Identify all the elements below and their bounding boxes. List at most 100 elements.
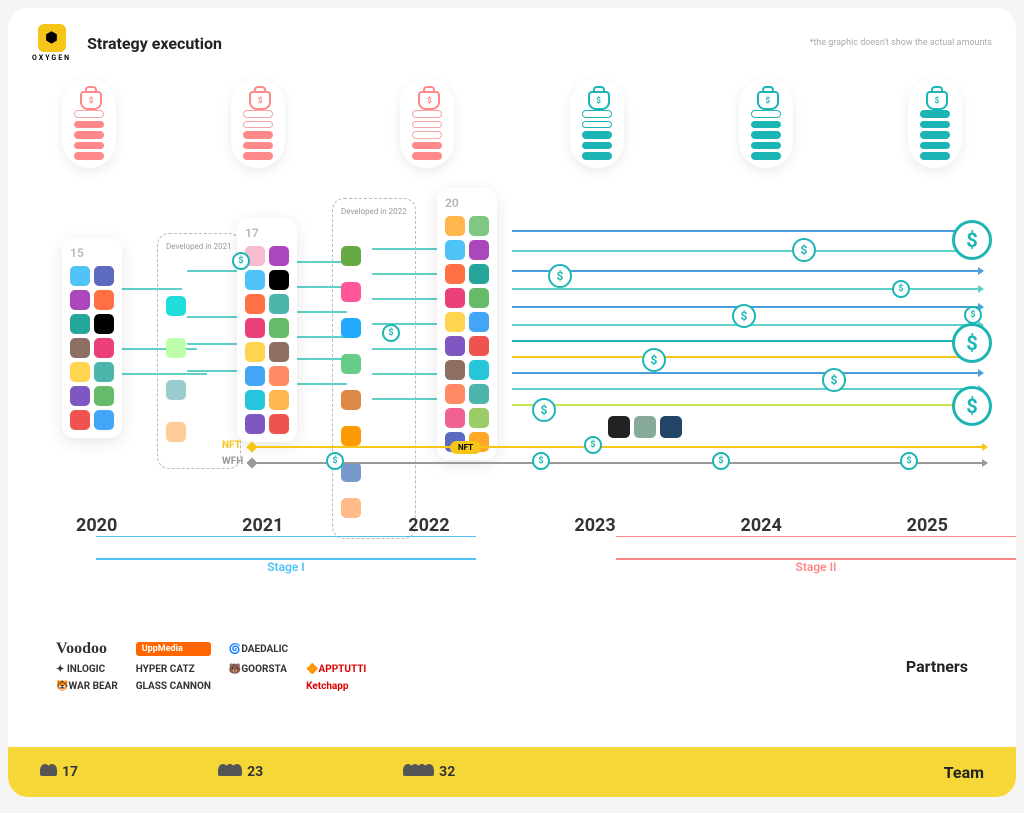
game-icon [469, 312, 489, 332]
dollar-badge: $ [712, 452, 730, 470]
game-icon [469, 336, 489, 356]
game-icon [269, 342, 289, 362]
game-icon [445, 408, 465, 428]
game-icon [469, 288, 489, 308]
team-label: Team [944, 763, 984, 782]
flow-line [512, 340, 982, 342]
game-icon [269, 246, 289, 266]
money-bag [231, 78, 285, 168]
dollar-badge: $ [548, 264, 572, 288]
dollar-badge: $ [822, 368, 846, 392]
flow-line [512, 230, 982, 232]
game-icon [269, 318, 289, 338]
dollar-badge: $ [952, 220, 992, 260]
partner-logo: 🐻GOORSTA [229, 664, 288, 675]
dollar-badge: $ [732, 304, 756, 328]
game-icon [341, 246, 361, 266]
game-icon [269, 390, 289, 410]
years-axis: 202020212022202320242025 [56, 515, 968, 536]
partner-logo: Voodoo [56, 640, 118, 658]
game-icon [445, 288, 465, 308]
wfh-line [252, 462, 982, 464]
game-icon [469, 216, 489, 236]
partner-logo: 🔶APPTUTTI [306, 664, 366, 675]
money-bag [400, 78, 454, 168]
team-count: 23 [218, 764, 263, 780]
flow-line [512, 388, 982, 390]
mini-icons [608, 416, 682, 438]
partner-logo: Ketchapp [306, 681, 366, 692]
game-icon [166, 296, 186, 316]
game-column: 20 [437, 188, 497, 460]
dollar-badge: $ [952, 323, 992, 363]
game-icon [70, 410, 90, 430]
game-icon [469, 264, 489, 284]
game-icon [245, 390, 265, 410]
stage-label: Stage I [96, 560, 476, 574]
game-icon [341, 390, 361, 410]
stage-label: Stage II [616, 560, 1016, 574]
game-icon [445, 264, 465, 284]
partners-label: Partners [906, 657, 968, 676]
game-icon [341, 462, 361, 482]
team-count: 17 [40, 764, 78, 780]
game-icon [245, 270, 265, 290]
flow-line [512, 404, 982, 406]
game-icon [70, 362, 90, 382]
year-label: 2023 [574, 515, 615, 536]
dollar-badge: $ [892, 280, 910, 298]
partner-logo: 🌀DAEDALIC [229, 644, 288, 655]
dollar-badge: $ [792, 238, 816, 262]
dollar-badge: $ [326, 452, 344, 470]
game-icon [245, 342, 265, 362]
money-bag [739, 78, 793, 168]
flow-line [512, 372, 982, 374]
year-label: 2020 [76, 515, 117, 536]
game-icon [245, 366, 265, 386]
game-icon [166, 422, 186, 442]
game-icon [269, 366, 289, 386]
game-icon [94, 314, 114, 334]
game-icon [445, 312, 465, 332]
partner-logo: 🐯WAR BEAR [56, 681, 118, 692]
dollar-badge: $ [952, 386, 992, 426]
wfh-line-label: WFH [222, 456, 243, 467]
game-column: Developed in 2021 [157, 233, 241, 469]
game-icon [245, 318, 265, 338]
dollar-badge: $ [232, 252, 250, 270]
flow-line [512, 356, 982, 358]
money-bags-row [32, 78, 992, 168]
game-icon [269, 414, 289, 434]
flow-line [512, 288, 982, 290]
disclaimer: *the graphic doesn't show the actual amo… [809, 38, 992, 48]
money-bag [570, 78, 624, 168]
game-icon [341, 282, 361, 302]
game-icon [469, 240, 489, 260]
dollar-badge: $ [532, 452, 550, 470]
partner-logo: HYPER CATZ [136, 664, 211, 675]
year-label: 2022 [408, 515, 449, 536]
timeline-area: 15Developed in 202117Developed in 202220… [32, 188, 992, 468]
game-icon [70, 266, 90, 286]
dollar-badge: $ [900, 452, 918, 470]
team-count: 32 [403, 764, 455, 780]
game-icon [70, 338, 90, 358]
game-icon [166, 380, 186, 400]
dollar-badge: $ [642, 348, 666, 372]
game-icon [341, 354, 361, 374]
game-icon [94, 410, 114, 430]
game-icon [94, 386, 114, 406]
game-icon [166, 338, 186, 358]
timeline-content: 15Developed in 202117Developed in 202220… [32, 78, 992, 598]
game-icon [245, 294, 265, 314]
page-title: Strategy execution [87, 34, 222, 53]
game-column: 15 [62, 238, 122, 438]
logo-icon: ⬢ [38, 24, 66, 52]
game-icon [70, 290, 90, 310]
money-bag [908, 78, 962, 168]
year-label: 2021 [242, 515, 283, 536]
dollar-badge: $ [584, 436, 602, 454]
game-icon [445, 336, 465, 356]
game-icon [245, 414, 265, 434]
game-icon [94, 266, 114, 286]
